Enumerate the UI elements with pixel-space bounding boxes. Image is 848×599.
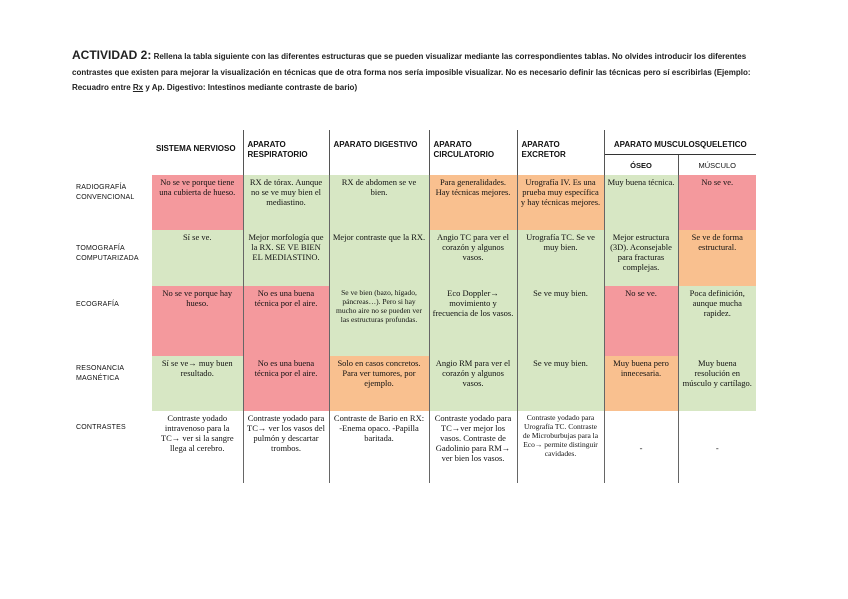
cell-contrastes-oseo: - — [604, 411, 679, 483]
cell-resonancia-nervioso: Sí se ve→ muy buen resultado. — [152, 356, 244, 411]
cell-ecografia-digestivo: Se ve bien (bazo, hígado, páncreas…). Pe… — [329, 286, 430, 356]
cell-contrastes-excretor: Contraste yodado para Urografía TC. Cont… — [517, 411, 605, 483]
header-aparato-circulatorio: APARATO CIRCULATORIO — [429, 130, 518, 175]
subheader-musculo: MÚSCULO — [698, 160, 737, 170]
cell-radiografia-excretor: Urografía IV. Es una prueba muy específi… — [517, 175, 605, 230]
cell-ecografia-nervioso: No se ve porque hay hueso. — [152, 286, 244, 356]
header-aparato-musculoesqueletico: APARATO MUSCULOSQUELETICO — [604, 130, 757, 155]
cell-resonancia-oseo: Muy buena pero innecesaria. — [604, 356, 679, 411]
cell-ecografia-oseo: No se ve. — [604, 286, 679, 356]
cell-tomografia-respiratorio: Mejor morfología que la RX. SE VE BIEN E… — [243, 230, 330, 286]
rx-abbreviation: Rx — [132, 83, 144, 92]
cell-radiografia-circulatorio: Para generalidades. Hay técnicas mejores… — [429, 175, 518, 230]
imaging-techniques-table: SISTEMA NERVIOSO APARATO RESPIRATORIO AP… — [72, 130, 757, 483]
row-label-contrastes: CONTRASTES — [76, 424, 126, 431]
instructions: ACTIVIDAD 2: Rellena la tabla siguiente … — [72, 48, 784, 96]
cell-resonancia-respiratorio: No es una buena técnica por el aire. — [243, 356, 330, 411]
cell-resonancia-musculo: Muy buena resolución en músculo y cartíl… — [678, 356, 757, 411]
header-sistema-nervioso: SISTEMA NERVIOSO — [152, 130, 244, 175]
cell-ecografia-circulatorio: Eco Doppler→ movimiento y frecuencia de … — [429, 286, 518, 356]
table-row: RESONANCIA MAGNÉTICA Sí se ve→ muy buen … — [72, 356, 757, 411]
header-aparato-excretor: APARATO EXCRETOR — [517, 130, 605, 175]
cell-contrastes-musculo: - — [678, 411, 757, 483]
instructions-text-end: y Ap. Digestivo: Intestinos mediante con… — [143, 83, 358, 92]
cell-resonancia-digestivo: Solo en casos concretos. Para ver tumore… — [329, 356, 430, 411]
cell-tomografia-digestivo: Mejor contraste que la RX. — [329, 230, 430, 286]
cell-resonancia-circulatorio: Angio RM para ver el corazón y algunos v… — [429, 356, 518, 411]
cell-radiografia-digestivo: RX de abdomen se ve bien. — [329, 175, 430, 230]
row-label-resonancia: RESONANCIA MAGNÉTICA — [76, 365, 124, 382]
cell-tomografia-circulatorio: Angio TC para ver el corazón y algunos v… — [429, 230, 518, 286]
row-label-radiografia: RADIOGRAFÍA CONVENCIONAL — [76, 184, 135, 201]
cell-ecografia-excretor: Se ve muy bien. — [517, 286, 605, 356]
cell-resonancia-excretor: Se ve muy bien. — [517, 356, 605, 411]
row-label-ecografia: ECOGRAFÍA — [76, 301, 120, 308]
cell-tomografia-musculo: Se ve de forma estructural. — [678, 230, 757, 286]
table-row: RADIOGRAFÍA CONVENCIONAL No se ve porque… — [72, 175, 757, 230]
cell-radiografia-oseo: Muy buena técnica. — [604, 175, 679, 230]
table-row: ECOGRAFÍA No se ve porque hay hueso. No … — [72, 286, 757, 356]
instructions-text: Rellena la tabla siguiente con las difer… — [72, 52, 751, 92]
cell-contrastes-circulatorio: Contraste yodado para TC→ver mejor los v… — [429, 411, 518, 483]
cell-ecografia-musculo: Poca definición, aunque mucha rapidez. — [678, 286, 757, 356]
cell-tomografia-excretor: Urografía TC. Se ve muy bien. — [517, 230, 605, 286]
cell-radiografia-musculo: No se ve. — [678, 175, 757, 230]
cell-tomografia-nervioso: Sí se ve. — [152, 230, 244, 286]
cell-tomografia-oseo: Mejor estructura (3D). Aconsejable para … — [604, 230, 679, 286]
cell-radiografia-respiratorio: RX de tórax. Aunque no se ve muy bien el… — [243, 175, 330, 230]
cell-contrastes-digestivo: Contraste de Bario en RX: -Enema opaco. … — [329, 411, 430, 483]
subheader-oseo: ÓSEO — [604, 154, 679, 175]
cell-radiografia-nervioso: No se ve porque tiene una cubierta de hu… — [152, 175, 244, 230]
corner-cell — [72, 130, 152, 175]
cell-contrastes-nervioso: Contraste yodado intravenoso para la TC→… — [152, 411, 244, 483]
cell-ecografia-respiratorio: No es una buena técnica por el aire. — [243, 286, 330, 356]
cell-contrastes-respiratorio: Contraste yodado para TC→ ver los vasos … — [243, 411, 330, 483]
row-label-tomografia: TOMOGRAFÍA COMPUTARIZADA — [76, 245, 139, 262]
table-row: CONTRASTES Contraste yodado intravenoso … — [72, 411, 757, 483]
header-aparato-respiratorio: APARATO RESPIRATORIO — [243, 130, 330, 175]
activity-title: ACTIVIDAD 2: — [72, 48, 152, 62]
table-row: TOMOGRAFÍA COMPUTARIZADA Sí se ve. Mejor… — [72, 230, 757, 286]
header-aparato-digestivo: APARATO DIGESTIVO — [329, 130, 430, 175]
